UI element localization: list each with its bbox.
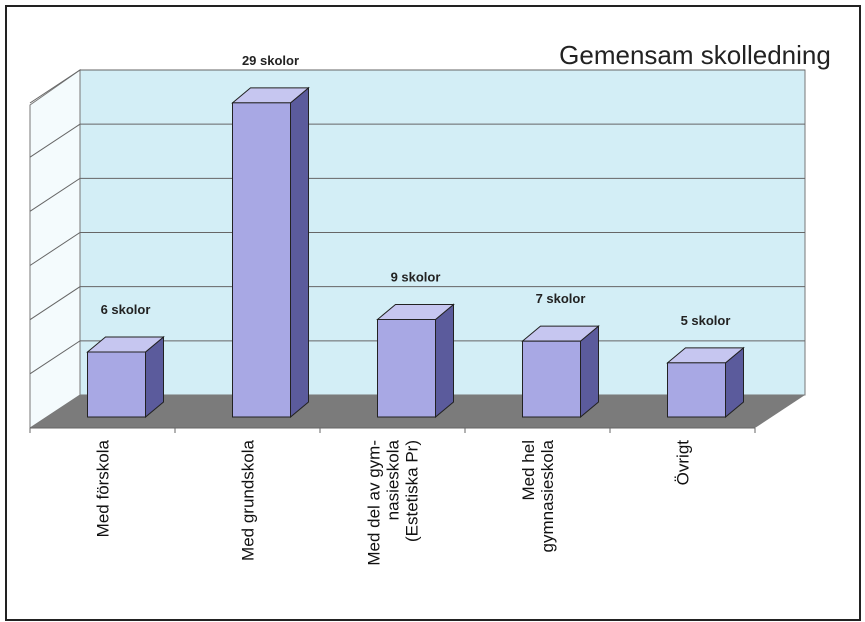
- bar: [666, 346, 745, 419]
- bar: [521, 325, 600, 419]
- data-label: 9 skolor: [391, 270, 441, 285]
- bar: [231, 86, 310, 419]
- bar: [376, 303, 455, 419]
- x-tick-label: Med del av gym-nasieskola(Estetiska Pr): [365, 439, 422, 565]
- x-tick-label: Övrigt: [674, 440, 693, 486]
- data-label: 5 skolor: [681, 313, 731, 328]
- grid-line: [29, 286, 805, 321]
- x-tick-label: Med grundskola: [239, 439, 258, 561]
- grid-line: [29, 123, 805, 158]
- data-label: 6 skolor: [101, 302, 151, 317]
- bar-front: [667, 362, 726, 418]
- bar-side: [435, 303, 454, 419]
- data-label: 29 skolor: [242, 53, 299, 68]
- bar-side: [580, 325, 599, 419]
- grid-line: [29, 69, 805, 104]
- data-label: 7 skolor: [536, 291, 586, 306]
- bar-front: [232, 102, 291, 418]
- grid-line: [29, 232, 805, 266]
- chart-title: Gemensam skolledning: [559, 40, 831, 70]
- bar-side: [290, 86, 309, 419]
- bar-front: [522, 340, 581, 418]
- bar-front: [87, 351, 146, 418]
- x-tick-label: Med helgymnasieskola: [519, 439, 557, 552]
- grid-line: [29, 177, 805, 212]
- bar: [86, 335, 165, 419]
- x-tick-label: Med förskola: [94, 439, 113, 537]
- bar-front: [377, 319, 436, 418]
